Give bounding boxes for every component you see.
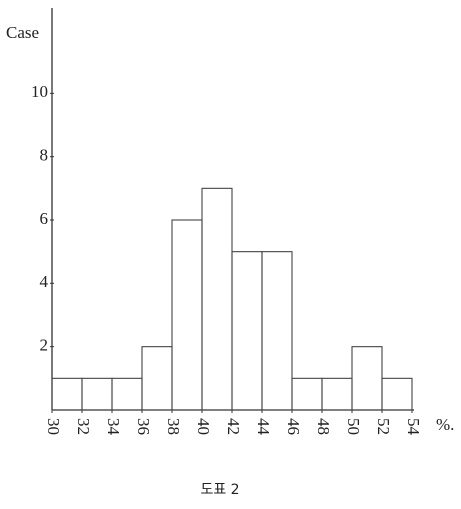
x-tick-label: 54 xyxy=(404,418,423,436)
caption: 도표 2 xyxy=(200,482,239,498)
x-tick-label: 36 xyxy=(134,418,153,435)
x-tick-label: 52 xyxy=(374,418,393,435)
bar xyxy=(261,251,293,411)
x-axis-unit: %. xyxy=(436,415,454,434)
x-tick-label: 44 xyxy=(254,418,273,436)
x-tick-label: 46 xyxy=(284,418,303,435)
y-tick-label: 8 xyxy=(40,146,49,165)
bar xyxy=(111,377,143,411)
x-tick-label: 48 xyxy=(314,418,333,435)
bar xyxy=(141,346,173,411)
y-tick-label: 6 xyxy=(40,209,49,228)
bar xyxy=(351,346,383,411)
bar xyxy=(291,377,323,411)
x-tick-label: 42 xyxy=(224,418,243,435)
x-tick-label: 38 xyxy=(164,418,183,435)
bar xyxy=(81,377,113,411)
x-tick-label: 30 xyxy=(44,418,63,435)
x-tick-label: 50 xyxy=(344,418,363,435)
bar xyxy=(381,377,413,411)
bar xyxy=(51,377,83,411)
y-axis-label: Case xyxy=(6,23,39,42)
x-tick-label: 34 xyxy=(104,418,123,436)
bar xyxy=(321,377,353,411)
x-tick-label: 40 xyxy=(194,418,213,435)
y-tick-label: 4 xyxy=(40,272,49,291)
bar xyxy=(201,187,233,411)
bar xyxy=(231,251,263,411)
x-tick-label: 32 xyxy=(74,418,93,435)
y-tick-label: 2 xyxy=(40,336,49,355)
y-tick-label: 10 xyxy=(31,82,48,101)
bar xyxy=(171,219,203,411)
